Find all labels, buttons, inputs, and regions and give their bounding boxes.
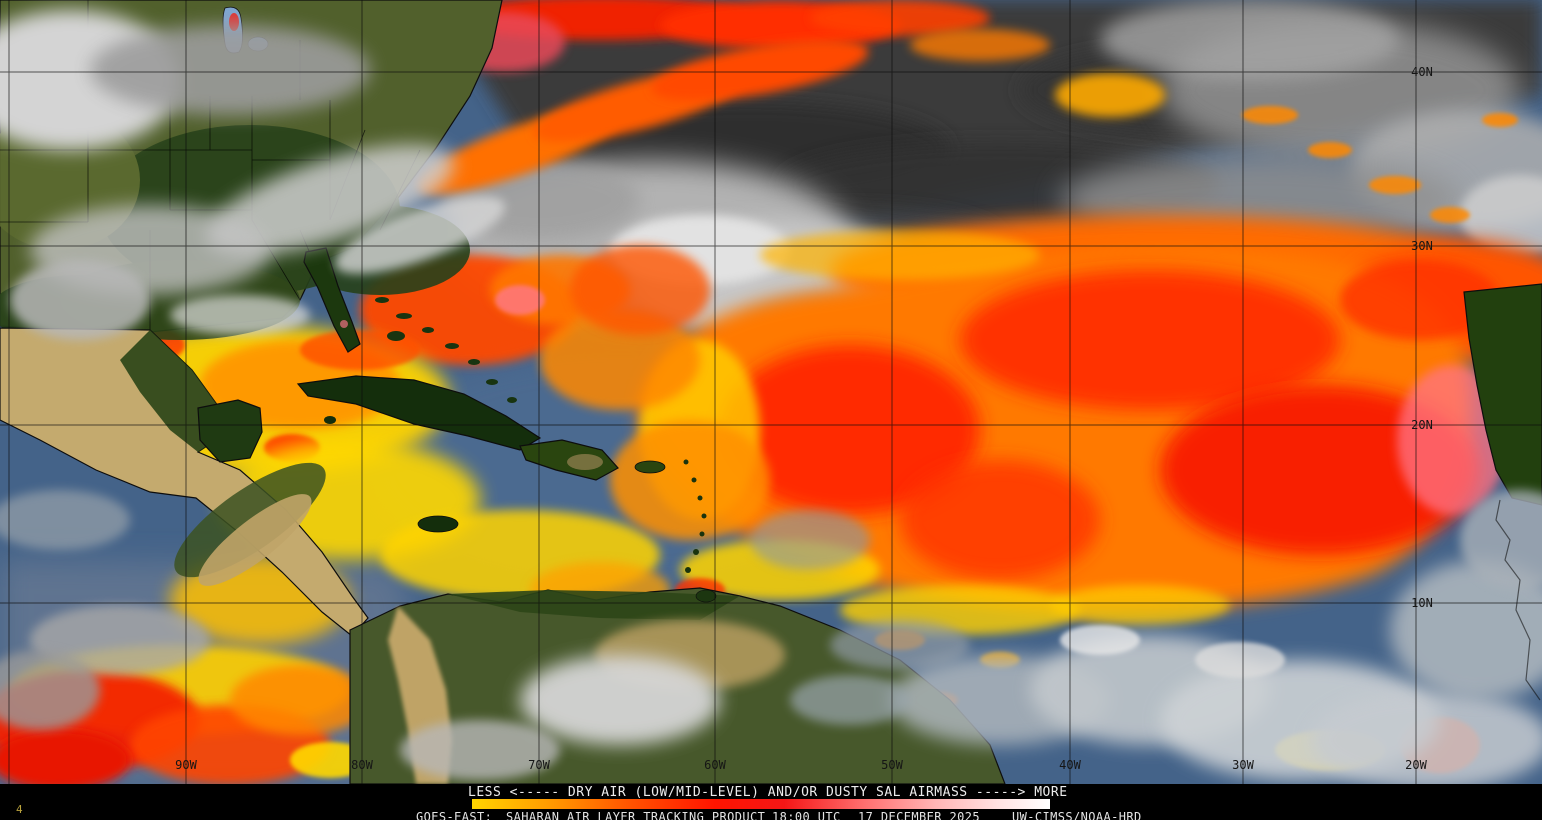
lat-label-20n: 20N bbox=[1411, 418, 1433, 432]
product-title: SAHARAN AIR LAYER TRACKING PRODUCT bbox=[506, 810, 766, 820]
lat-label-10n: 10N bbox=[1411, 596, 1433, 610]
lat-label-30n: 30N bbox=[1411, 239, 1433, 253]
product-credit: UW-CIMSS/NOAA-HRD bbox=[1012, 810, 1142, 820]
puerto-rico bbox=[634, 460, 666, 474]
colorbar-legend-label: LESS <----- DRY AIR (LOW/MID-LEVEL) AND/… bbox=[468, 785, 1068, 800]
lon-label-20w: 20W bbox=[1405, 758, 1427, 772]
satellite-imagery: 40N 30N 20N 10N 90W 80W 70W 60W 50W 40W … bbox=[0, 0, 1542, 790]
lesser-antilles bbox=[683, 459, 707, 573]
lon-label-40w: 40W bbox=[1059, 758, 1081, 772]
yucatan bbox=[197, 399, 263, 463]
africa bbox=[1463, 283, 1542, 506]
product-date: 17 DECEMBER 2025 bbox=[858, 810, 980, 820]
grid-labels: 40N 30N 20N 10N 90W 80W 70W 60W 50W 40W … bbox=[175, 65, 1433, 772]
product-footer: LESS <----- DRY AIR (LOW/MID-LEVEL) AND/… bbox=[0, 784, 1542, 820]
jamaica bbox=[417, 515, 459, 533]
product-source: GOES-EAST: bbox=[416, 810, 493, 820]
lat-label-40n: 40N bbox=[1411, 65, 1433, 79]
lon-label-70w: 70W bbox=[528, 758, 550, 772]
lon-label-60w: 60W bbox=[704, 758, 726, 772]
product-time: 18:00 UTC bbox=[772, 810, 841, 820]
frame-marker: 4 bbox=[16, 803, 23, 816]
africa-coastline bbox=[1495, 499, 1541, 701]
cloud-layer bbox=[0, 10, 1542, 790]
bahamas bbox=[375, 297, 517, 403]
trinidad bbox=[695, 589, 717, 603]
latlon-gridlines bbox=[0, 0, 1542, 784]
sal-colorbar bbox=[472, 799, 1050, 809]
lon-label-50w: 50W bbox=[881, 758, 903, 772]
lon-label-30w: 30W bbox=[1232, 758, 1254, 772]
lon-label-90w: 90W bbox=[175, 758, 197, 772]
cirrus-clouds-northeast bbox=[1060, 0, 1542, 255]
satellite-map: 40N 30N 20N 10N 90W 80W 70W 60W 50W 40W … bbox=[0, 0, 1542, 790]
lon-label-80w: 80W bbox=[351, 758, 373, 772]
